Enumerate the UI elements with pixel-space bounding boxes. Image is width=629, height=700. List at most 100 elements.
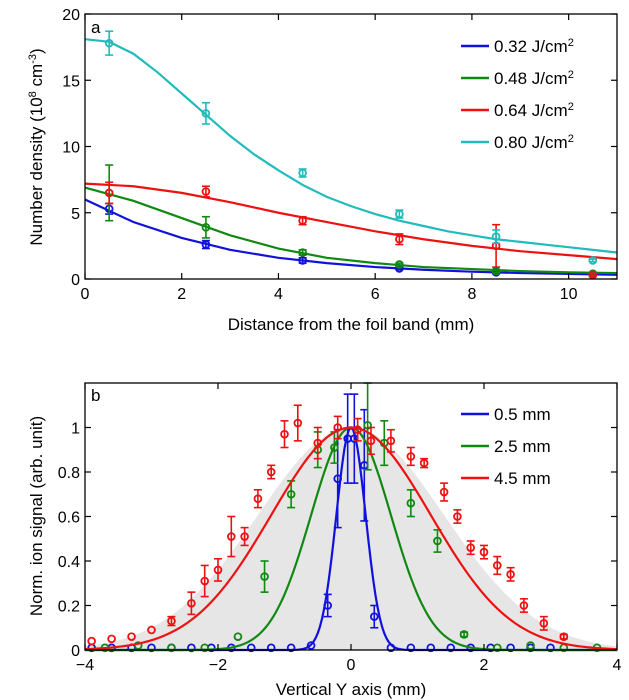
data-point	[492, 561, 502, 570]
data-point	[588, 256, 598, 265]
data-point	[201, 240, 211, 249]
shaded-area	[85, 427, 617, 650]
data-point	[353, 425, 362, 435]
x-tick-label: 2	[177, 286, 186, 303]
data-point	[426, 643, 436, 653]
fit-curve-1	[84, 186, 618, 275]
fit-curve-0	[84, 198, 618, 276]
data-point	[333, 474, 343, 483]
x-tick-label: −4	[76, 657, 94, 674]
data-point	[506, 570, 515, 579]
x-tick-label: −2	[209, 657, 227, 674]
panel-a-ylabel: Number density (108 cm-3)	[27, 48, 46, 245]
data-point	[323, 601, 333, 610]
data-point	[147, 625, 156, 635]
data-point	[539, 618, 549, 628]
series-3	[84, 30, 618, 265]
panel-b-label: b	[91, 386, 100, 405]
x-tick-label: 4	[613, 657, 622, 674]
legend-entry: 0.32 J/cm2	[494, 37, 574, 56]
data-point	[201, 223, 211, 232]
data-point	[200, 643, 210, 653]
panel-a-label: a	[91, 18, 101, 37]
x-tick-label: 4	[274, 286, 283, 303]
data-point	[127, 632, 136, 641]
data-point	[386, 436, 396, 446]
data-point	[266, 467, 276, 477]
data-point	[253, 494, 263, 504]
fit-curve-3	[84, 38, 618, 254]
legend-entry: 0.64 J/cm2	[494, 101, 574, 120]
data-point	[546, 643, 555, 653]
data-point	[453, 512, 462, 521]
data-point	[406, 452, 416, 461]
data-point	[559, 632, 569, 641]
legend-entry: 0.48 J/cm2	[494, 69, 574, 88]
data-point	[201, 187, 211, 196]
series-2	[84, 181, 618, 280]
data-point	[439, 487, 449, 497]
y-tick-label: 0	[71, 272, 80, 289]
y-tick-label: 0.6	[58, 510, 80, 527]
legend-entry: 0.5 mm	[494, 405, 551, 424]
panel-b: −4 −2 0 2 4 0 0.2 0.4 0.6 0.8 1 b 0.5 mm 2.5 mm 4.5 …	[27, 382, 622, 699]
data-point	[386, 643, 396, 653]
data-point	[433, 536, 442, 546]
data-point	[187, 598, 196, 608]
data-point	[233, 632, 243, 641]
data-point	[526, 641, 535, 650]
fit-curve-2	[84, 426, 618, 651]
data-point	[133, 641, 143, 650]
data-point	[363, 420, 372, 430]
data-point	[293, 418, 303, 428]
data-point	[213, 565, 223, 575]
y-tick-label: 0	[71, 643, 80, 660]
data-point	[167, 616, 176, 626]
data-point	[200, 576, 210, 586]
data-point	[492, 643, 502, 653]
x-tick-label: 10	[560, 286, 578, 303]
data-point	[227, 532, 236, 541]
y-tick-label: 20	[62, 7, 80, 24]
data-point	[240, 532, 249, 541]
panel-a: 0 2 4 6 8 10 0 5 10 15 20 a 0.32 J/cm2 0.48 J/cm2 0.…	[27, 7, 618, 334]
data-point	[506, 643, 515, 653]
data-point	[333, 423, 343, 432]
panel-a-xlabel: Distance from the foil band (mm)	[228, 315, 475, 334]
x-tick-label: 2	[480, 657, 489, 674]
panel-b-ylabel: Norm. ion signal (arb. unit)	[27, 416, 46, 616]
data-point	[406, 643, 416, 653]
data-point	[298, 248, 307, 257]
data-point	[104, 188, 114, 198]
y-tick-label: 0.2	[58, 599, 80, 616]
data-point	[266, 643, 276, 653]
y-tick-label: 10	[62, 140, 80, 157]
data-point	[306, 641, 316, 650]
data-point	[246, 643, 256, 653]
data-point	[107, 634, 116, 644]
data-point	[419, 458, 429, 468]
data-point	[395, 260, 404, 269]
x-tick-label: 6	[371, 286, 380, 303]
data-point	[286, 489, 296, 499]
data-point	[491, 232, 501, 241]
y-tick-label: 0.4	[58, 554, 80, 571]
data-point	[298, 168, 307, 178]
data-point	[395, 234, 404, 244]
data-point	[167, 643, 176, 653]
data-point	[313, 438, 323, 448]
y-tick-label: 15	[62, 73, 80, 90]
data-point	[369, 612, 379, 621]
data-point	[104, 38, 114, 48]
x-tick-label: 0	[347, 657, 356, 674]
legend-entry: 0.80 J/cm2	[494, 133, 574, 152]
x-tick-label: 8	[467, 286, 476, 303]
data-point	[330, 443, 339, 452]
data-point	[366, 436, 376, 446]
data-point	[298, 216, 307, 226]
y-tick-label: 5	[71, 206, 80, 223]
data-point	[395, 209, 404, 219]
data-point	[286, 643, 296, 653]
data-point	[147, 643, 156, 653]
